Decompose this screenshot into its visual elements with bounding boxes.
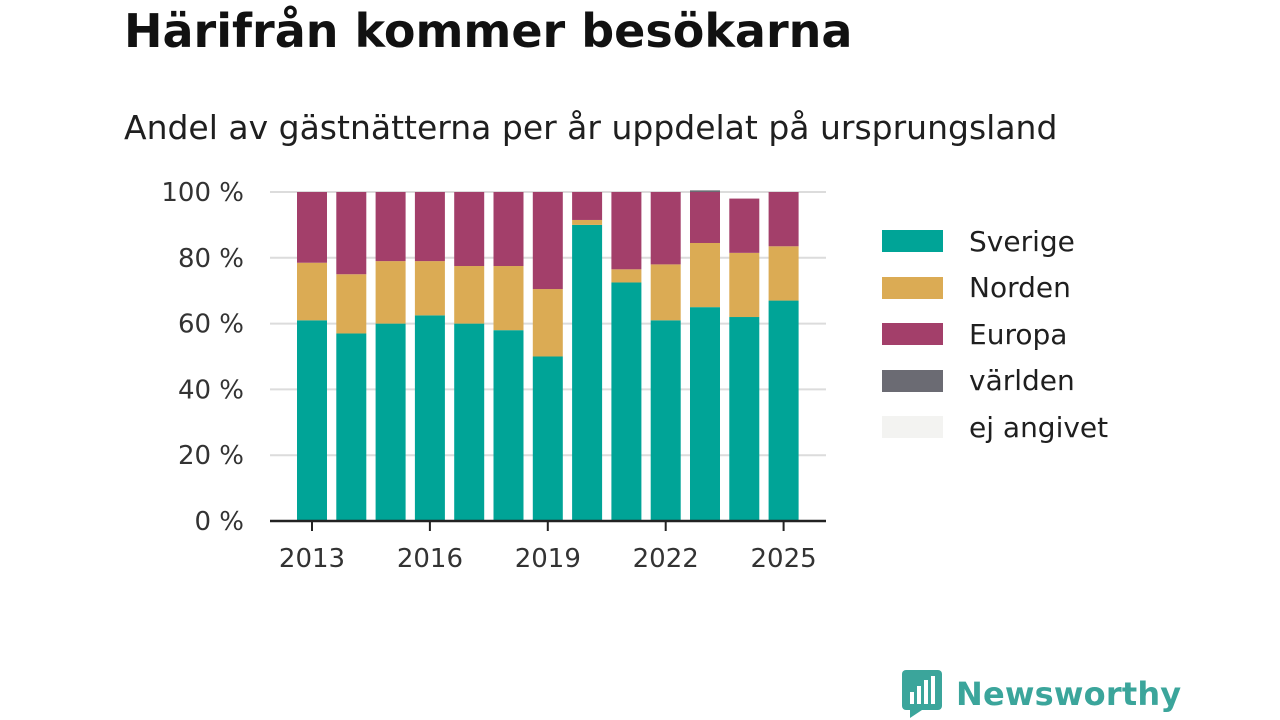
bar-Norden-2015: [375, 261, 406, 324]
legend-swatch: [882, 276, 943, 299]
bar-Europa-2023: [690, 192, 720, 243]
bar-Europa-2013: [297, 192, 327, 263]
y-tick-label: 100 %: [161, 178, 244, 208]
x-tick-label: 2013: [279, 544, 345, 574]
bar-Sverige-2015: [375, 323, 406, 521]
bar-Norden-2023: [690, 242, 720, 308]
x-axis: 2013 2016 2019 2022 2025: [270, 519, 826, 574]
bar-Europa-2025: [768, 192, 799, 247]
y-tick-label: 80 %: [178, 244, 244, 274]
bar-Sverige-2017: [454, 323, 485, 521]
x-tick-label: 2016: [397, 544, 463, 574]
legend-label: ej angivet: [969, 410, 1109, 444]
bar-Europa-2022: [650, 192, 681, 265]
bar-Europa-2024: [729, 198, 760, 253]
y-tick-label: 20 %: [178, 441, 244, 471]
bar-Europa-2018: [493, 192, 524, 267]
bar-Norden-2016: [414, 261, 445, 316]
bar-Norden-2020: [572, 219, 603, 225]
bar-Norden-2025: [768, 246, 799, 301]
bar-Europa-2020: [572, 192, 603, 220]
bar-Europa-2021: [611, 192, 642, 270]
bar-Sverige-2025: [768, 300, 799, 521]
bar-Europa-2014: [336, 192, 367, 275]
legend-label: Europa: [969, 317, 1068, 351]
legend-item: Norden: [882, 265, 1108, 312]
legend-swatch: [882, 416, 943, 439]
x-tick-label: 2022: [633, 544, 699, 574]
y-axis-ticks: 0 % 20 % 40 % 60 % 80 % 100 %: [161, 178, 244, 537]
y-tick-label: 40 %: [178, 375, 244, 405]
bar-Norden-2024: [729, 252, 760, 318]
brand: Newsworthy: [902, 670, 1181, 718]
bar-Sverige-2018: [493, 330, 524, 521]
brand-name: Newsworthy: [956, 675, 1182, 713]
bar-världen-2023: [690, 190, 720, 192]
chart-title: Härifrån kommer besökarna: [124, 4, 853, 58]
legend-swatch: [882, 369, 943, 392]
bar-Norden-2022: [650, 264, 681, 321]
legend-label: Sverige: [969, 224, 1075, 258]
legend-item: världen: [882, 358, 1108, 405]
bar-Norden-2019: [532, 289, 563, 357]
x-tick-label: 2019: [515, 544, 581, 574]
legend: Sverige Norden Europa världen ej angivet: [882, 218, 1108, 451]
bar-Norden-2014: [336, 274, 367, 334]
legend-swatch: [882, 230, 943, 253]
y-tick-label: 60 %: [178, 310, 244, 340]
y-tick-label: 0 %: [194, 507, 244, 537]
bars: [297, 190, 799, 521]
bar-Sverige-2023: [690, 307, 720, 521]
bar-Norden-2021: [611, 269, 642, 283]
bar-Sverige-2019: [532, 356, 563, 521]
bar-Sverige-2016: [414, 315, 445, 521]
bar-Sverige-2020: [572, 224, 603, 521]
chart-subtitle: Andel av gästnätterna per år uppdelat på…: [124, 108, 1058, 147]
bar-Sverige-2022: [650, 320, 681, 521]
bar-Sverige-2014: [336, 333, 367, 521]
legend-swatch: [882, 323, 943, 346]
bar-Sverige-2021: [611, 282, 642, 521]
bar-Norden-2018: [493, 266, 524, 331]
legend-item: ej angivet: [882, 404, 1108, 451]
bar-Europa-2016: [414, 192, 445, 262]
legend-label: Norden: [969, 271, 1071, 305]
bar-Europa-2017: [454, 192, 485, 267]
legend-item: Europa: [882, 311, 1108, 358]
legend-item: Sverige: [882, 218, 1108, 265]
bar-Sverige-2013: [297, 320, 327, 521]
x-tick-label: 2025: [751, 544, 817, 574]
bar-Norden-2017: [454, 266, 485, 324]
bar-Norden-2013: [297, 262, 327, 321]
bar-Europa-2019: [532, 192, 563, 290]
bar-Europa-2015: [375, 192, 406, 262]
legend-label: världen: [969, 364, 1075, 398]
bar-Sverige-2024: [729, 317, 760, 521]
newsworthy-logo-icon: [902, 670, 942, 718]
